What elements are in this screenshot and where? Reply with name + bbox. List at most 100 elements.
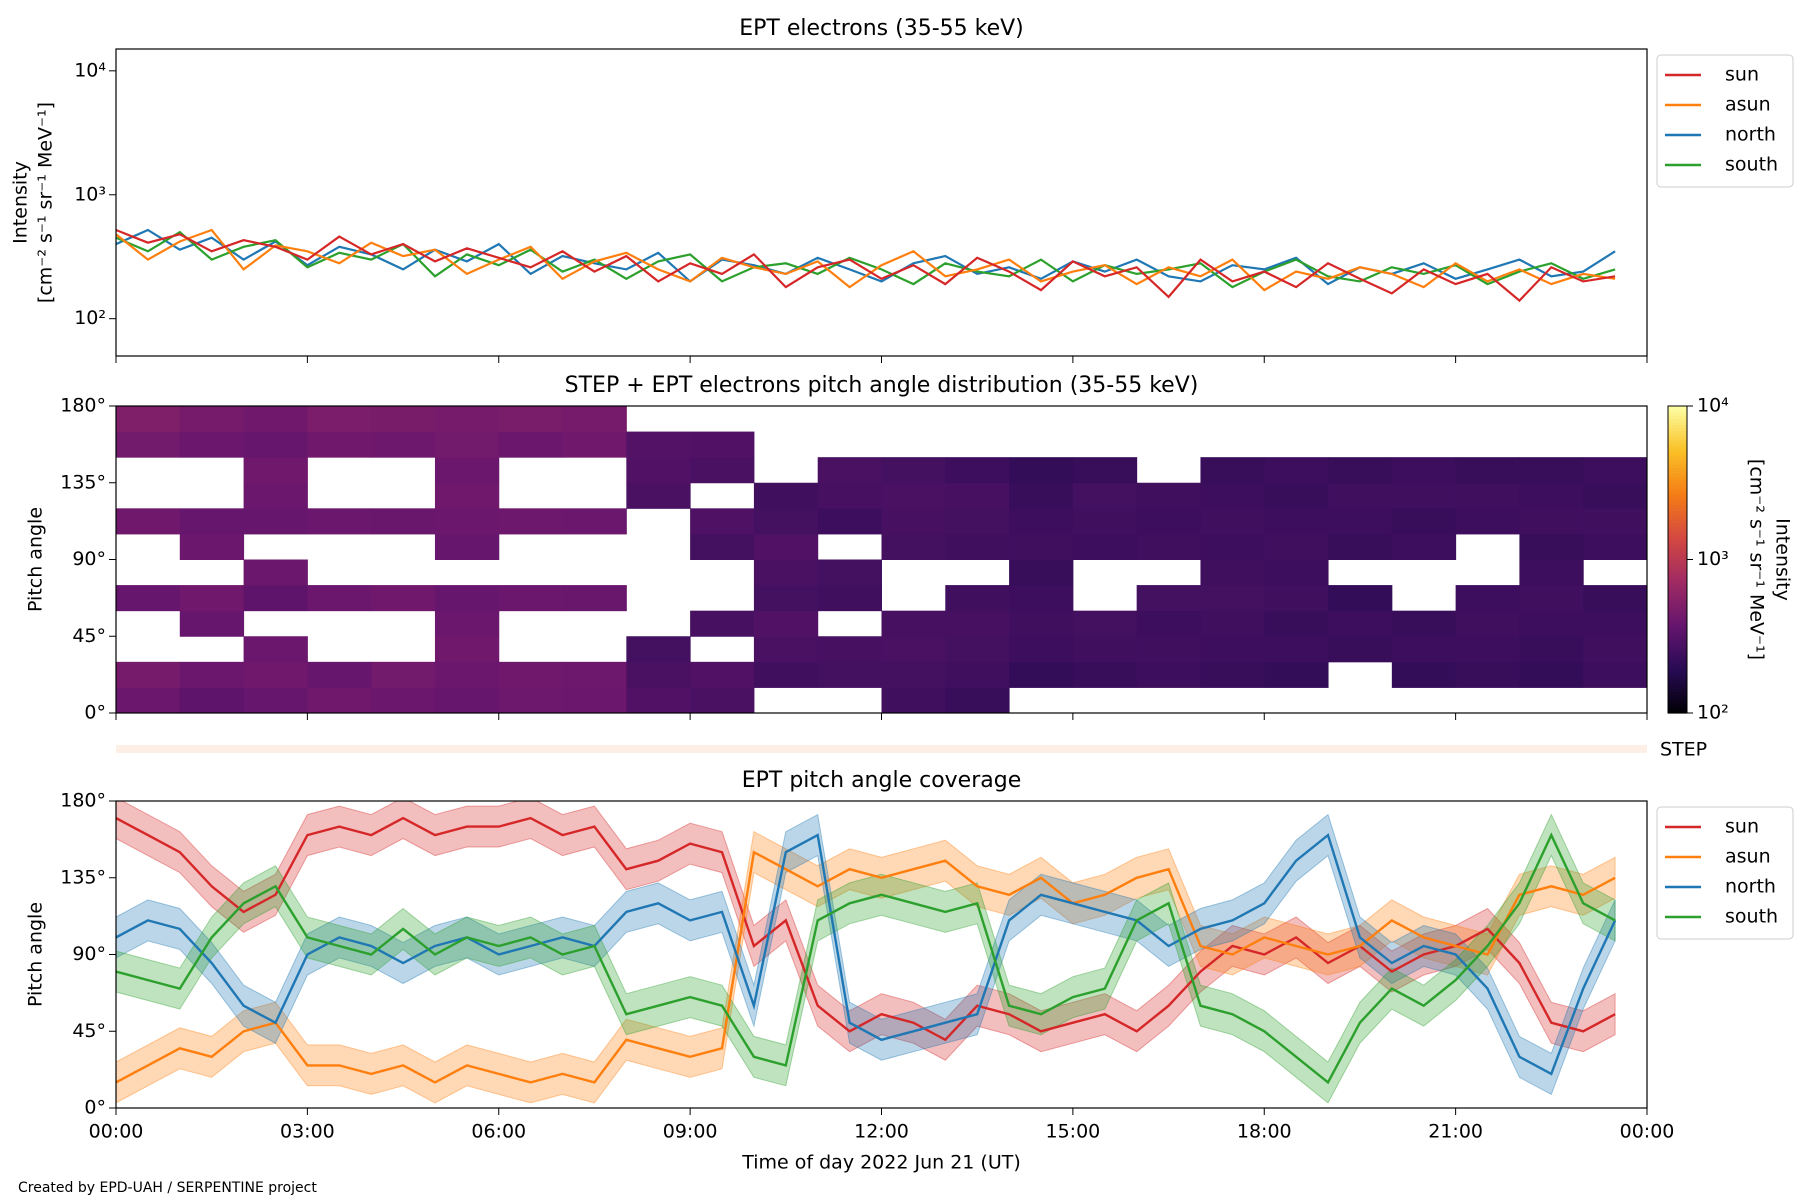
heat-cell (562, 661, 627, 688)
heat-cell (1519, 636, 1584, 663)
heat-cell (1009, 508, 1074, 535)
heat-cell (945, 661, 1010, 688)
colorbar-segment (1668, 639, 1687, 643)
x-tick-label: 18:00 (1237, 1121, 1292, 1143)
colorbar-tick-label: 10² (1697, 702, 1729, 724)
legend-label: south (1725, 154, 1778, 176)
heat-cell (498, 431, 564, 458)
y-tick-label: 90° (72, 943, 106, 965)
heat-cell (753, 533, 819, 560)
heat-cell (690, 687, 755, 714)
y-tick-label: 135° (60, 866, 106, 888)
colorbar-segment (1668, 559, 1687, 564)
heat-cell (1200, 610, 1265, 637)
colorbar-segment (1668, 593, 1687, 597)
colorbar-label: [cm⁻² s⁻¹ sr⁻¹ MeV⁻¹] (1746, 459, 1768, 660)
y-tick-label: 0° (84, 702, 106, 724)
y-tick-label: 45° (72, 625, 106, 647)
legend-label: asun (1725, 846, 1771, 868)
heat-cell (1455, 636, 1520, 663)
series-line (116, 230, 1616, 289)
heat-cell (690, 610, 755, 637)
heat-cell (116, 508, 181, 535)
colorbar-segment (1668, 605, 1687, 610)
heat-cell (434, 457, 500, 484)
heat-cell (1136, 636, 1201, 663)
colorbar-segment (1668, 467, 1687, 472)
heat-cell (753, 508, 819, 535)
heat-cell (1455, 610, 1520, 637)
heat-cell (179, 585, 245, 612)
heat-cell (690, 661, 755, 688)
x-tick-label: 03:00 (280, 1121, 335, 1143)
x-tick-label: 12:00 (854, 1121, 909, 1143)
colorbar-segment (1668, 627, 1687, 631)
heat-cell (562, 431, 627, 458)
colorbar-segment (1668, 660, 1687, 665)
heat-cell (1072, 610, 1138, 637)
heat-cell (307, 406, 372, 433)
colorbar-segment (1668, 602, 1687, 607)
heat-cell (371, 508, 436, 535)
colorbar-segment (1668, 479, 1687, 484)
colorbar-segment (1668, 654, 1687, 659)
heat-cell (817, 482, 882, 509)
colorbar-segment (1668, 442, 1687, 447)
colorbar-segment (1668, 645, 1687, 650)
heat-cell (1009, 559, 1074, 586)
heat-cell (179, 661, 245, 688)
heat-cell (1072, 508, 1138, 535)
series-line (116, 832, 1616, 1085)
heat-cell (817, 661, 882, 688)
colorbar-segment (1668, 424, 1687, 429)
heat-cell (753, 482, 819, 509)
heat-cell (881, 533, 946, 560)
heat-cell (1455, 661, 1520, 688)
colorbar-segment (1668, 455, 1687, 459)
colorbar-segment (1668, 418, 1687, 422)
heat-cell (1136, 661, 1201, 688)
heat-cell (626, 431, 691, 458)
heat-cell (434, 661, 500, 688)
heat-cell (116, 585, 181, 612)
colorbar-segment (1668, 458, 1687, 462)
heat-cell (1328, 636, 1393, 663)
plot-frame (115, 48, 1648, 357)
colorbar-segment (1668, 513, 1687, 518)
legend-label: north (1725, 876, 1776, 898)
heat-cell (179, 610, 245, 637)
y-axis-label: Intensity (10, 161, 32, 244)
heat-cell (1328, 457, 1393, 484)
heat-cell (1455, 585, 1520, 612)
colorbar-segment (1668, 584, 1687, 588)
colorbar-segment (1668, 464, 1687, 468)
y-axis-label: Pitch angle (25, 507, 47, 612)
heat-cell (1519, 585, 1584, 612)
heat-cell (1009, 585, 1074, 612)
heat-cell (1583, 610, 1648, 637)
y-axis-label: [cm⁻² s⁻¹ sr⁻¹ MeV⁻¹] (35, 102, 57, 303)
colorbar-segment (1668, 571, 1687, 576)
colorbar-segment (1668, 504, 1687, 508)
heat-cell (371, 431, 436, 458)
heat-cell (1072, 533, 1138, 560)
heat-cell (753, 661, 819, 688)
colorbar-segment (1668, 485, 1687, 490)
heat-cell (434, 636, 500, 663)
colorbar-segment (1668, 577, 1687, 582)
heat-cell (1391, 482, 1457, 509)
colorbar-segment (1668, 452, 1687, 456)
x-tick-label: 21:00 (1428, 1121, 1483, 1143)
heat-cell (434, 406, 500, 433)
colorbar-segment (1668, 519, 1687, 524)
heat-cell (1519, 661, 1584, 688)
heat-cell (116, 431, 181, 458)
colorbar-segment (1668, 538, 1687, 542)
heat-cell (1009, 661, 1074, 688)
y-tick-label: 0° (84, 1097, 106, 1119)
heat-cell (371, 661, 436, 688)
heat-cell (1200, 636, 1265, 663)
heat-cell (1519, 533, 1584, 560)
heat-cell (179, 533, 245, 560)
